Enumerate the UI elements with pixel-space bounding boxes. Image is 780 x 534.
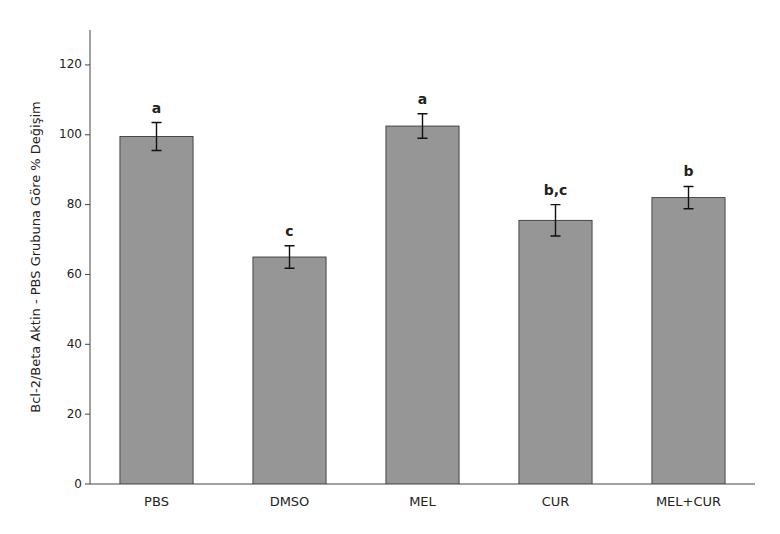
chart: 0 20 40 60 80 100 120 Bcl-2/Beta Aktin - PBS Gr… (0, 0, 780, 534)
x-tick-label: CUR (542, 494, 570, 509)
annotation: b,c (544, 182, 568, 198)
x-tick-label: DMSO (270, 494, 310, 509)
bars (120, 126, 725, 484)
y-tick-label: 80 (67, 197, 82, 211)
bar (386, 126, 459, 484)
bar (652, 198, 725, 484)
y-axis-label: Bcl-2/Beta Aktin - PBS Grubuna Göre % De… (28, 101, 43, 412)
y-axis: 0 20 40 60 80 100 120 (59, 30, 90, 491)
error-bar (684, 186, 694, 208)
error-bar (418, 114, 428, 138)
annotation: b (683, 163, 693, 179)
annotations: a c a b,c b (152, 91, 694, 239)
annotation: a (152, 100, 161, 116)
x-tick-label: MEL+CUR (656, 494, 721, 509)
y-tick (85, 64, 90, 65)
y-tick-label: 40 (67, 337, 82, 351)
y-tick (85, 414, 90, 415)
y-tick-label: 0 (74, 477, 82, 491)
y-tick-label: 100 (59, 127, 82, 141)
annotation: a (418, 91, 427, 107)
y-tick-label: 120 (59, 57, 82, 71)
y-tick (85, 484, 90, 485)
x-axis: PBS DMSO MEL CUR MEL+CUR (90, 484, 755, 509)
y-tick-label: 20 (67, 407, 82, 421)
error-bar (551, 205, 561, 236)
x-tick-label: MEL (409, 494, 436, 509)
bar (519, 220, 592, 484)
bar (253, 257, 326, 484)
bar (120, 137, 193, 484)
y-tick (85, 274, 90, 275)
y-tick (85, 344, 90, 345)
y-tick (85, 204, 90, 205)
error-bars (152, 114, 694, 268)
y-axis-line (90, 30, 91, 484)
y-tick (85, 134, 90, 135)
x-tick-label: PBS (144, 494, 169, 509)
error-bar (152, 123, 162, 151)
error-bar (285, 246, 295, 268)
chart-container: 0 20 40 60 80 100 120 Bcl-2/Beta Aktin - PBS Gr… (0, 0, 780, 534)
y-tick-label: 60 (67, 267, 82, 281)
annotation: c (285, 223, 293, 239)
